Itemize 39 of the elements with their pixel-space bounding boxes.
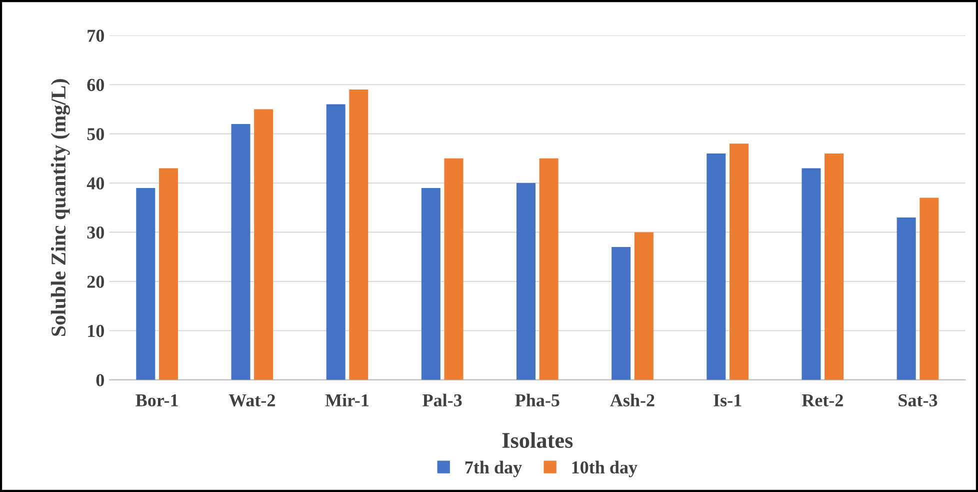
bar: [802, 168, 821, 380]
bar: [729, 144, 748, 380]
bar: [920, 198, 939, 380]
bar: [824, 154, 844, 380]
x-tick-label: Sat-3: [898, 394, 938, 406]
y-tick-label: 70: [88, 30, 104, 42]
bar: [231, 124, 250, 380]
x-tick-label: Wat-2: [228, 394, 275, 407]
bar: [612, 246, 631, 380]
y-tick-label: 40: [86, 177, 104, 190]
bar: [634, 232, 654, 380]
bar: [158, 168, 178, 380]
bar: [254, 109, 274, 380]
y-tick-label: 0: [96, 374, 104, 386]
legend-label: 7th day: [465, 460, 522, 478]
x-tick-label: Bor-1: [136, 394, 178, 406]
bar: [896, 217, 916, 380]
y-tick-label: 10: [88, 324, 104, 338]
y-tick-label: 50: [87, 128, 104, 140]
legend-label: 10th day: [572, 460, 638, 478]
y-tick-label: 60: [87, 78, 104, 92]
y-tick-label: 20: [87, 276, 104, 288]
x-tick-label: Mir-1: [325, 394, 369, 406]
bar: [706, 154, 726, 380]
bar: [326, 104, 346, 380]
x-tick-label: Pha-5: [515, 394, 560, 406]
y-axis-title: Soluble Zinc quantity (mg/L): [50, 79, 70, 336]
bar: [136, 188, 156, 380]
x-axis-title: Isolates: [502, 432, 573, 448]
bar: [444, 158, 464, 380]
x-tick-label: Pal-3: [422, 394, 462, 406]
x-tick-label: Ash-2: [610, 394, 654, 406]
x-tick-label: Is-1: [714, 394, 742, 406]
bar: [516, 183, 536, 380]
bar: [421, 188, 440, 380]
bar: [539, 158, 558, 380]
x-tick-label: Ret-2: [802, 394, 843, 406]
y-tick-label: 30: [87, 226, 104, 239]
bar: [349, 90, 368, 380]
